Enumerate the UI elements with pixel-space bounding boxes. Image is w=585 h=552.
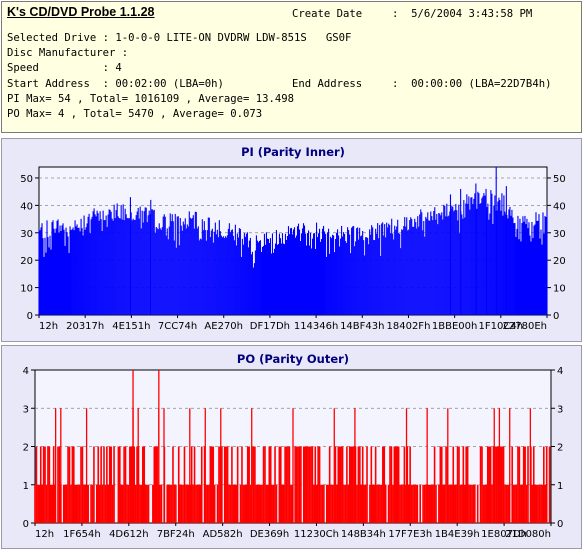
po-ytick-label-right: 3 [557, 404, 563, 415]
pi-ytick-label-left: 10 [20, 284, 33, 295]
pi-ytick-label-right: 50 [553, 174, 566, 185]
pi-ytick-label-left: 50 [20, 174, 33, 185]
pi-xtick-label: 18402Fh [387, 321, 431, 332]
po-xtick-label: 11230Ch [294, 529, 339, 540]
po-xtick-label: 17F7E3h [388, 529, 432, 540]
pi-ytick-label-right: 40 [553, 201, 566, 212]
end-address-label: End Address [292, 78, 363, 90]
po-ytick-label-right: 0 [557, 519, 563, 530]
po-chart: PO (Parity Outer) 0 0 1 1 2 2 3 3 4 4 12h 1F654h 4D61… [23, 352, 564, 540]
po-chart-panel: PO (Parity Outer) 0 0 1 1 2 2 3 3 4 4 12h 1F654h 4D61… [1, 345, 582, 549]
pi-ytick-label-left: 30 [20, 229, 33, 240]
po-xtick-label: 4D612h [109, 529, 149, 540]
start-address-text: Start Address : 00:02:00 (LBA=0h) [7, 78, 224, 90]
po-ytick-label-left: 1 [23, 481, 29, 492]
pi-ytick-label-left: 40 [20, 201, 33, 212]
pi-xtick-label: 20317h [66, 321, 104, 332]
pi-xtick-label: 7CC74h [158, 321, 197, 332]
disc-manufacturer-text: Disc Manufacturer : [7, 47, 129, 59]
app-title: K's CD/DVD Probe 1.1.28 [7, 5, 155, 19]
po-ytick-label-left: 4 [23, 366, 29, 377]
selected-drive-text: Selected Drive : 1-0-0-0 LITE-ON DVDRW L… [7, 32, 352, 44]
po-xtick-label: AD582h [203, 529, 243, 540]
pi-xtick-label: 4E151h [112, 321, 150, 332]
end-address-value: : 00:00:00 (LBA=22D7B4h) [392, 78, 552, 90]
pi-bars [38, 167, 548, 315]
pi-xtick-label: 114346h [294, 321, 339, 332]
po-xtick-label: 1E807Dh [481, 529, 527, 540]
pi-xtick-label: DF17Dh [250, 321, 290, 332]
po-xtick-label: DE369h [250, 529, 289, 540]
po-ytick-label-left: 2 [23, 443, 29, 454]
po-xtick-label: 1B4E39h [435, 529, 480, 540]
pi-xtick-label: 1F10C4h [479, 321, 524, 332]
pi-ytick-label-right: 0 [553, 311, 559, 322]
pi-summary-text: PI Max= 54 , Total= 1016109 , Average= 1… [7, 93, 295, 105]
pi-xtick-label: 14BF43h [340, 321, 384, 332]
po-ytick-label-left: 0 [23, 519, 29, 530]
pi-ytick-label-right: 10 [553, 284, 566, 295]
pi-ytick-label-left: 20 [20, 256, 33, 267]
po-xtick-label: 12h [35, 529, 54, 540]
pi-chart-panel: PI (Parity Inner) 0 0 10 10 20 20 30 30 40 40 50 50 1… [1, 138, 582, 342]
po-ytick-label-right: 1 [557, 481, 563, 492]
po-xtick-label: 21D080h [505, 529, 551, 540]
info-panel: K's CD/DVD Probe 1.1.28 Create Date : 5/… [1, 1, 582, 133]
po-ytick-label-right: 2 [557, 443, 563, 454]
create-date-label: Create Date [292, 8, 363, 20]
pi-chart-title: PI (Parity Inner) [241, 145, 345, 159]
create-date-value: : 5/6/2004 3:43:58 PM [392, 8, 533, 20]
pi-ytick-label-left: 0 [27, 311, 33, 322]
pi-xtick-label: 22780Eh [503, 321, 547, 332]
pi-ytick-label-right: 20 [553, 256, 566, 267]
pi-xtick-label: 12h [39, 321, 58, 332]
po-xtick-label: 7BF24h [157, 529, 195, 540]
po-xtick-label: 1F654h [63, 529, 101, 540]
po-chart-title: PO (Parity Outer) [237, 352, 349, 366]
pi-chart: PI (Parity Inner) 0 0 10 10 20 20 30 30 40 40 50 50 1… [20, 145, 566, 332]
po-ytick-label-right: 4 [557, 366, 563, 377]
pi-ytick-label-right: 30 [553, 229, 566, 240]
po-ytick-label-left: 3 [23, 404, 29, 415]
pi-xtick-label: AE270h [204, 321, 243, 332]
po-summary-text: PO Max= 4 , Total= 5470 , Average= 0.073 [7, 108, 263, 120]
po-bars [34, 370, 551, 523]
po-xtick-label: 148B34h [341, 529, 386, 540]
speed-text: Speed : 4 [7, 62, 122, 74]
pi-xtick-label: 1BBE00h [432, 321, 477, 332]
